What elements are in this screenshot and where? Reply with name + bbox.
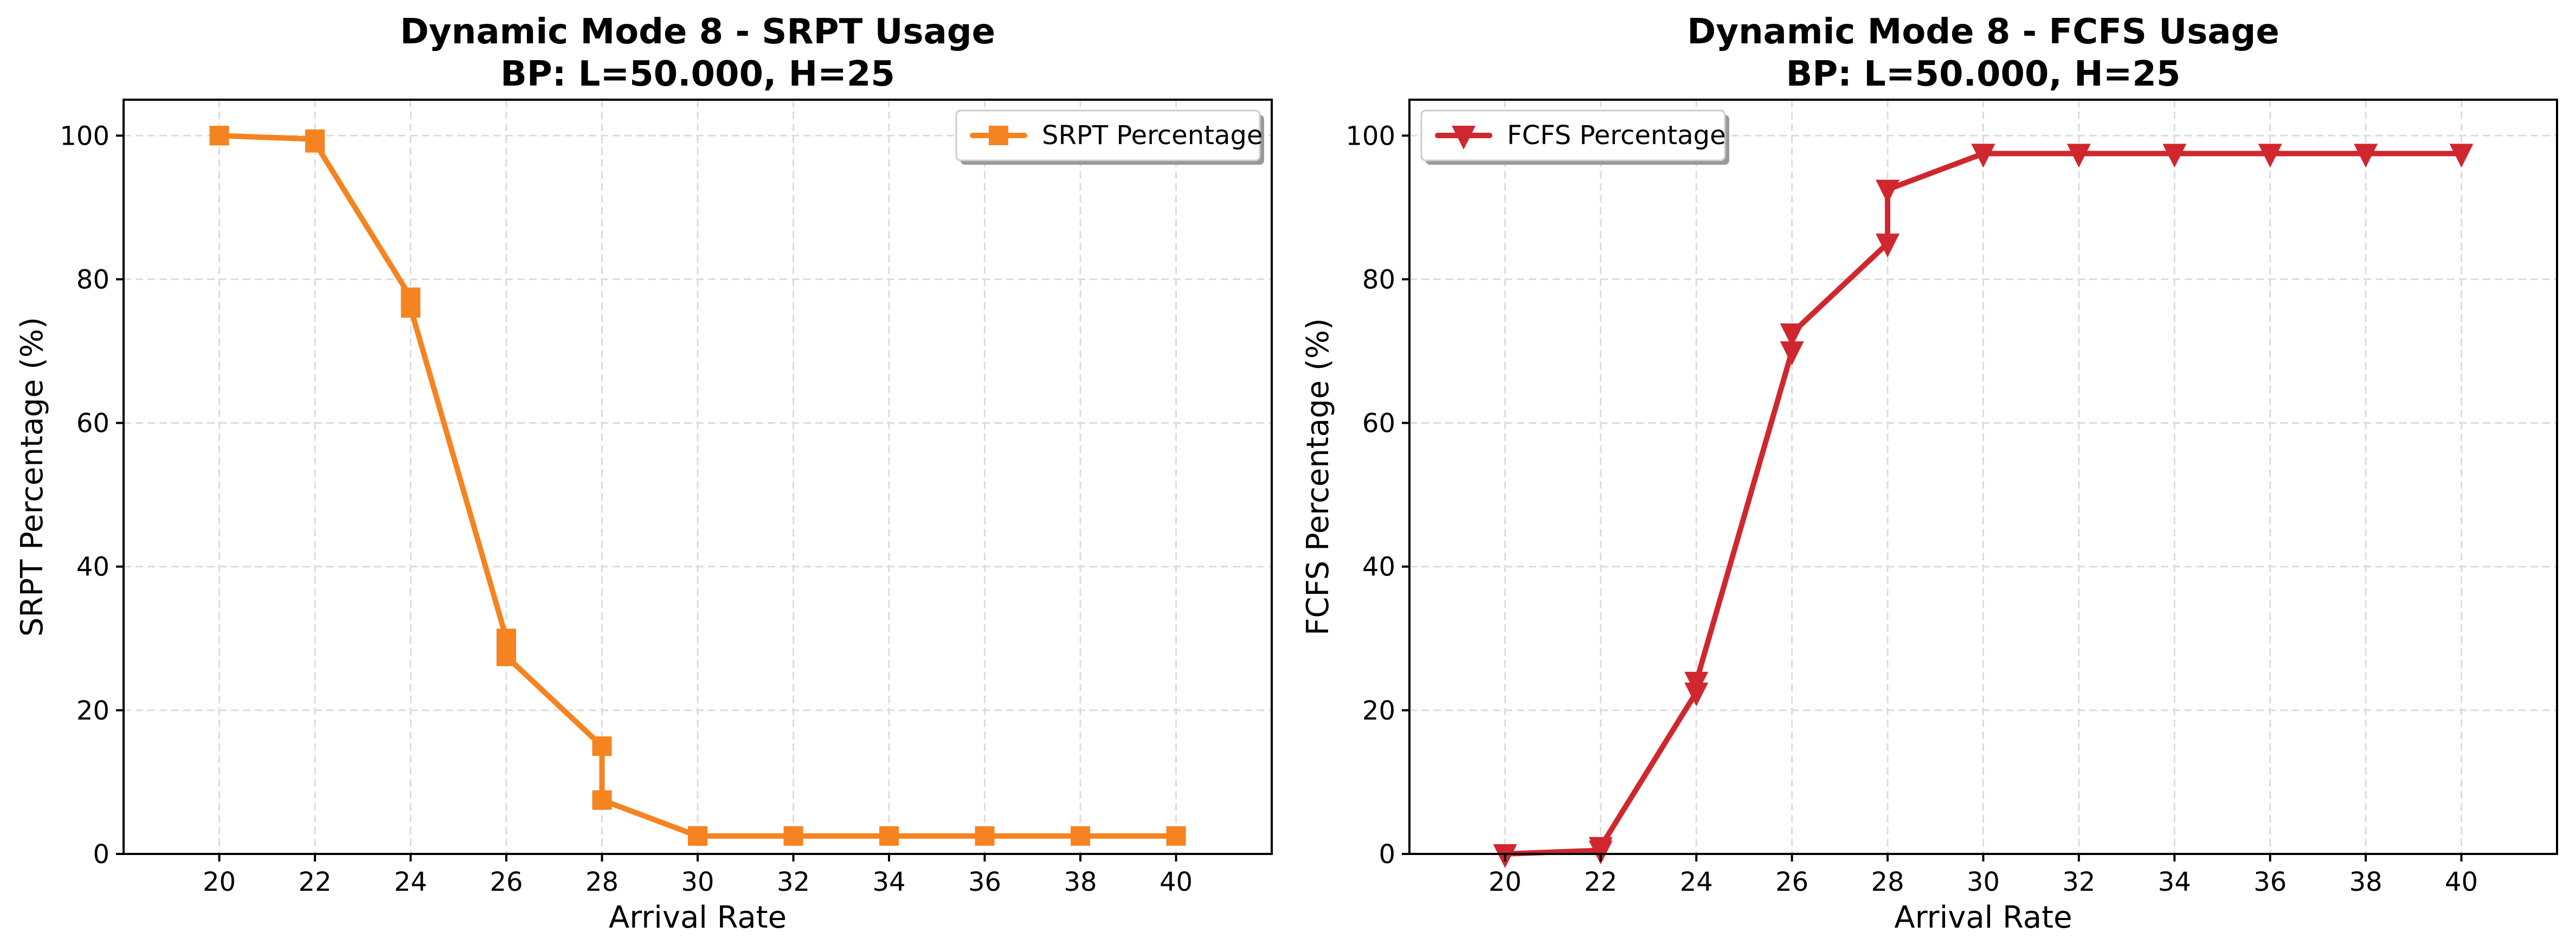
x-tick-label: 24 xyxy=(394,867,427,897)
y-tick-label: 20 xyxy=(76,696,110,726)
chart-title: Dynamic Mode 8 - SRPT Usage BP: L=50.000,… xyxy=(400,12,995,94)
data-point xyxy=(1780,323,1804,347)
x-tick-label: 34 xyxy=(872,867,905,897)
data-point xyxy=(2449,144,2474,168)
x-tick-label: 30 xyxy=(1967,867,2000,897)
grid xyxy=(124,100,1272,855)
data-point xyxy=(1071,826,1090,846)
x-tick-label: 36 xyxy=(968,867,1001,897)
y-tick-label: 0 xyxy=(93,839,110,870)
data-point xyxy=(305,133,325,153)
data-point xyxy=(1684,671,1709,696)
x-axis-label: Arrival Rate xyxy=(1894,900,2072,935)
x-tick-label: 36 xyxy=(2253,867,2287,897)
x-tick-label: 32 xyxy=(777,867,810,897)
x-tick-label: 34 xyxy=(2158,867,2191,897)
data-point xyxy=(2354,144,2378,168)
x-tick-label: 28 xyxy=(1871,867,1904,897)
x-tick-label: 40 xyxy=(1160,867,1193,897)
y-tick-label: 40 xyxy=(76,552,110,582)
data-point xyxy=(592,790,612,810)
x-tick-label: 24 xyxy=(1680,867,1713,897)
y-tick-label: 20 xyxy=(1362,696,1395,726)
y-tick-label: 100 xyxy=(60,121,110,151)
fcfs-usage-chart: 20 22 24 26 28 30 32 34 36 38 40 0 20 40 60 80 100 Arriva… xyxy=(1300,12,2558,935)
legend-box xyxy=(955,109,1261,161)
chart-title: Dynamic Mode 8 - FCFS Usage BP: L=50.000,… xyxy=(1687,12,2279,94)
x-tick-label: 26 xyxy=(1775,867,1808,897)
data-point xyxy=(209,126,229,146)
data-point xyxy=(2258,144,2282,168)
srpt-usage-chart: 20 22 24 26 28 30 32 34 36 38 40 0 20 40 60 80 100 Arriva… xyxy=(15,12,1273,935)
x-tick-label: 22 xyxy=(298,867,331,897)
grid xyxy=(1409,100,2557,855)
x-axis-label: Arrival Rate xyxy=(609,900,787,935)
legend-marker xyxy=(1452,126,1476,150)
data-point xyxy=(688,826,707,846)
legend-box xyxy=(1420,109,1726,161)
legend: SRPT Percentage xyxy=(955,109,1264,165)
data-point xyxy=(1780,341,1804,365)
y-tick-label: 80 xyxy=(76,264,110,295)
data-point xyxy=(1876,234,1900,258)
data-point xyxy=(497,646,516,666)
x-tick-label: 38 xyxy=(1064,867,1097,897)
y-axis-label: SRPT Percentage (%) xyxy=(15,317,50,637)
data-point xyxy=(1588,837,1613,861)
legend-marker xyxy=(989,126,1008,145)
data-point xyxy=(1971,144,1995,168)
x-tick-label: 20 xyxy=(203,867,236,897)
series-markers xyxy=(209,126,1186,846)
y-tick-label: 100 xyxy=(1345,121,1395,151)
x-tick-label: 40 xyxy=(2445,867,2478,897)
x-tick-label: 30 xyxy=(681,867,714,897)
data-point xyxy=(783,826,803,846)
x-tick-label: 22 xyxy=(1584,867,1617,897)
x-tick-label: 20 xyxy=(1489,867,1522,897)
x-tick-label: 38 xyxy=(2349,867,2382,897)
series-markers xyxy=(1493,144,2474,868)
data-point xyxy=(592,736,612,756)
legend-label: SRPT Percentage xyxy=(1042,120,1263,151)
data-point xyxy=(2162,144,2187,168)
y-tick-label: 60 xyxy=(76,409,110,439)
legend-label: FCFS Percentage xyxy=(1507,120,1726,151)
data-point xyxy=(1876,179,1900,204)
legend: FCFS Percentage xyxy=(1420,109,1729,165)
data-point xyxy=(497,629,516,649)
x-tick-label: 32 xyxy=(2062,867,2095,897)
y-tick-label: 60 xyxy=(1362,409,1395,439)
data-point xyxy=(2066,144,2091,168)
y-axis-label: FCFS Percentage (%) xyxy=(1300,318,1336,636)
data-point xyxy=(975,826,995,846)
data-point xyxy=(879,826,899,846)
y-tick-label: 40 xyxy=(1362,552,1395,582)
y-tick-label: 80 xyxy=(1362,264,1395,295)
x-tick-label: 28 xyxy=(585,867,619,897)
data-point xyxy=(401,298,421,318)
x-tick-label: 26 xyxy=(490,867,523,897)
data-point xyxy=(1166,826,1186,846)
y-tick-label: 0 xyxy=(1379,839,1395,870)
